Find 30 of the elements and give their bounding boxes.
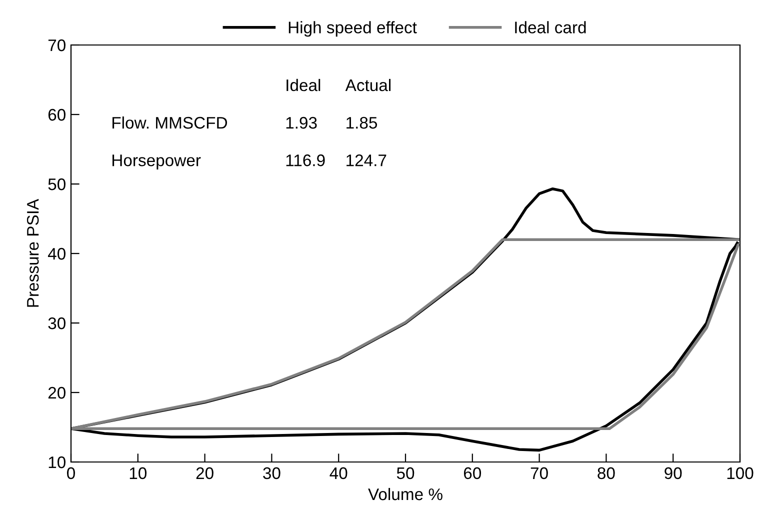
y-tick-label: 20 — [48, 386, 66, 399]
y-tick-label: 40 — [48, 248, 66, 260]
annotation: Flow. MMSCFD — [112, 116, 228, 129]
x-tick-label: 10 — [130, 467, 147, 480]
annotation: 124.7 — [346, 154, 386, 166]
legend-label: Ideal card — [515, 21, 586, 34]
x-tick-label: 60 — [464, 467, 482, 480]
legend-label: High speed effect — [288, 21, 417, 37]
x-tick-label: 0 — [67, 467, 75, 480]
x-tick-label: 80 — [598, 467, 615, 480]
y-tick-label: 30 — [48, 317, 66, 330]
y-tick-label: 50 — [48, 178, 66, 190]
annotation: 1.93 — [286, 116, 317, 129]
x-tick-label: 30 — [263, 467, 280, 480]
x-tick-label: 100 — [727, 467, 754, 480]
annotation: Ideal — [286, 78, 320, 92]
x-axis-title: Volume % — [368, 488, 442, 500]
x-tick-label: 20 — [196, 467, 214, 480]
y-tick-label: 10 — [48, 456, 66, 468]
x-tick-label: 90 — [664, 467, 682, 480]
x-tick-label: 50 — [396, 467, 414, 480]
x-tick-label: 40 — [330, 467, 348, 480]
y-tick-label: 60 — [48, 108, 66, 121]
annotation: Actual — [345, 78, 390, 92]
x-tick-label: 70 — [530, 467, 548, 480]
annotation: 1.85 — [346, 116, 378, 129]
annotation: Horsepower — [112, 154, 201, 170]
annotation: 116.9 — [286, 154, 325, 166]
y-tick-label: 70 — [48, 39, 66, 52]
y-axis-title: Pressure PSIA — [26, 198, 39, 307]
